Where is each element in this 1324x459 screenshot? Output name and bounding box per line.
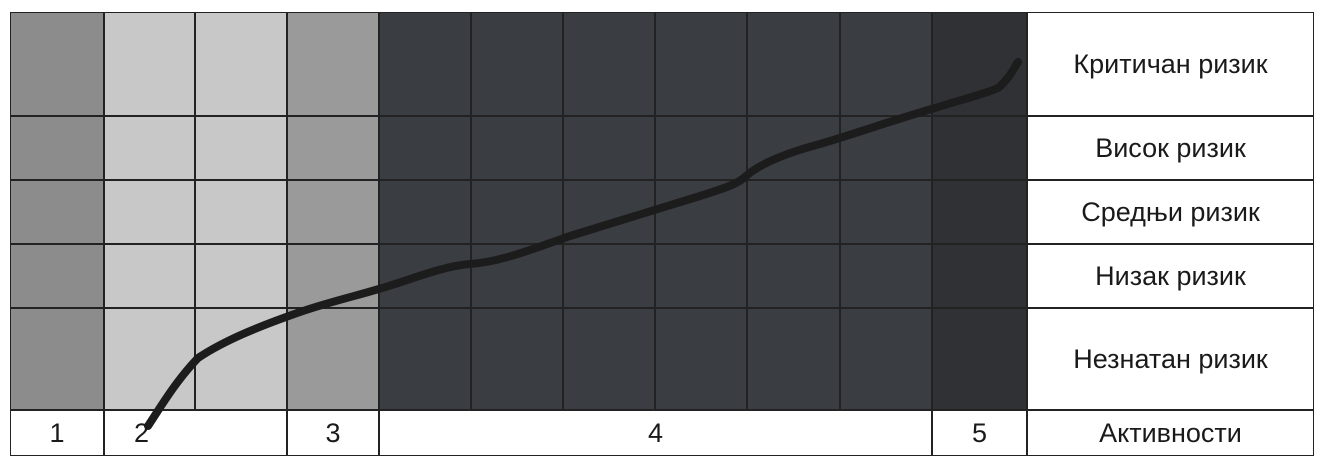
activity-zone-3-label: 3 — [325, 417, 341, 448]
risk-label-critical: Критичан ризик — [1073, 49, 1268, 79]
grid-cell — [379, 12, 471, 116]
grid-cell — [471, 116, 563, 180]
grid-cell — [655, 12, 747, 116]
grid-cell — [104, 244, 195, 308]
grid-cell — [563, 12, 655, 116]
grid-cell — [840, 308, 932, 410]
grid-cell — [747, 180, 840, 244]
grid-cell — [287, 12, 379, 116]
grid-cell — [563, 244, 655, 308]
grid-cell — [104, 180, 195, 244]
grid-cell — [10, 116, 104, 180]
grid-cell — [10, 12, 104, 116]
risk-label-medium: Средњи ризик — [1081, 197, 1260, 227]
activity-cell — [379, 410, 932, 456]
risk-label-cell — [1027, 244, 1314, 308]
risk-curve — [144, 58, 1022, 430]
activity-zone-1-label: 1 — [49, 417, 65, 448]
grid-cell — [932, 244, 1027, 308]
grid-cell — [10, 180, 104, 244]
grid-cell — [471, 308, 563, 410]
grid-cell — [195, 116, 287, 180]
activity-cell — [932, 410, 1027, 456]
grid-cell — [287, 180, 379, 244]
grid-cell — [10, 308, 104, 410]
grid-cell — [471, 180, 563, 244]
grid-cell — [287, 116, 379, 180]
grid-cell — [195, 12, 287, 116]
grid-cell — [563, 116, 655, 180]
grid-cell — [379, 116, 471, 180]
activity-zone-5-label: 5 — [971, 417, 988, 448]
grid-cell — [104, 116, 195, 180]
grid-cell — [287, 308, 379, 410]
grid-cell — [471, 12, 563, 116]
risk-label-cell — [1027, 180, 1314, 244]
grid-cell — [932, 180, 1027, 244]
risk-label-cell — [1027, 116, 1314, 180]
activity-cell — [287, 410, 379, 456]
risk-label-high: Висок ризик — [1095, 133, 1246, 163]
grid-cell — [379, 180, 471, 244]
grid-cell — [840, 244, 932, 308]
risk-label-cell — [1027, 12, 1314, 116]
grid-cell — [655, 308, 747, 410]
activity-cell — [104, 410, 287, 456]
activity-zone-4-label: 4 — [647, 417, 664, 448]
grid-cell — [747, 244, 840, 308]
activity-zone-2-label: 2 — [134, 417, 150, 448]
grid-cell — [563, 308, 655, 410]
grid-cell — [10, 244, 104, 308]
grid-cell — [379, 308, 471, 410]
grid-cell — [840, 12, 932, 116]
grid-cell — [655, 244, 747, 308]
grid-cell — [747, 308, 840, 410]
grid-cell — [747, 12, 840, 116]
activity-axis-label: Активности — [1099, 417, 1242, 448]
grid-cell — [932, 308, 1027, 410]
risk-label-negligible: Незнатан ризик — [1073, 344, 1268, 374]
grid-cell — [932, 116, 1027, 180]
grid-cell — [195, 244, 287, 308]
activity-cell — [10, 410, 104, 456]
grid-cell — [655, 116, 747, 180]
grid-cell — [104, 12, 195, 116]
grid-cell — [195, 180, 287, 244]
risk-label-cell — [1027, 308, 1314, 410]
grid-cell — [104, 308, 195, 410]
activity-cell — [1027, 410, 1314, 456]
risk-label-low: Низак ризик — [1095, 261, 1246, 291]
grid-cell — [840, 180, 932, 244]
